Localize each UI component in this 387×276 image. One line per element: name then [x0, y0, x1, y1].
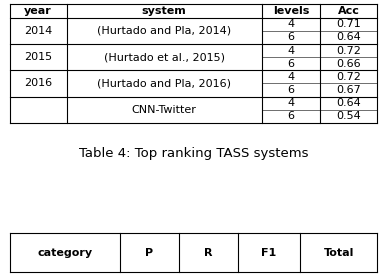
- Text: 2014: 2014: [24, 26, 52, 36]
- Text: 2015: 2015: [24, 52, 52, 62]
- Text: (Hurtado et al., 2015): (Hurtado et al., 2015): [104, 52, 224, 62]
- Text: 4: 4: [288, 46, 295, 55]
- Text: 6: 6: [288, 59, 295, 69]
- Text: 0.71: 0.71: [336, 19, 361, 29]
- Text: Table 4: Top ranking TASS systems: Table 4: Top ranking TASS systems: [79, 147, 308, 160]
- Text: Total: Total: [324, 248, 354, 258]
- Text: 0.64: 0.64: [336, 98, 361, 108]
- Text: 6: 6: [288, 85, 295, 95]
- Text: 4: 4: [288, 98, 295, 108]
- Text: 0.64: 0.64: [336, 33, 361, 43]
- Text: system: system: [142, 6, 187, 16]
- Text: 6: 6: [288, 33, 295, 43]
- Text: (Hurtado and Pla, 2016): (Hurtado and Pla, 2016): [97, 78, 231, 88]
- Text: 6: 6: [288, 111, 295, 121]
- Text: P: P: [146, 248, 153, 258]
- Text: category: category: [37, 248, 92, 258]
- Text: 4: 4: [288, 19, 295, 29]
- Text: CNN-Twitter: CNN-Twitter: [132, 105, 197, 115]
- Text: 0.72: 0.72: [336, 72, 361, 82]
- Text: R: R: [204, 248, 212, 258]
- Text: Acc: Acc: [338, 6, 360, 16]
- Text: 0.54: 0.54: [336, 111, 361, 121]
- Text: (Hurtado and Pla, 2014): (Hurtado and Pla, 2014): [97, 26, 231, 36]
- Text: 0.67: 0.67: [336, 85, 361, 95]
- Text: levels: levels: [273, 6, 309, 16]
- Text: 0.72: 0.72: [336, 46, 361, 55]
- Text: 4: 4: [288, 72, 295, 82]
- Text: 0.66: 0.66: [337, 59, 361, 69]
- Text: year: year: [24, 6, 52, 16]
- Text: F1: F1: [261, 248, 276, 258]
- Text: 2016: 2016: [24, 78, 52, 88]
